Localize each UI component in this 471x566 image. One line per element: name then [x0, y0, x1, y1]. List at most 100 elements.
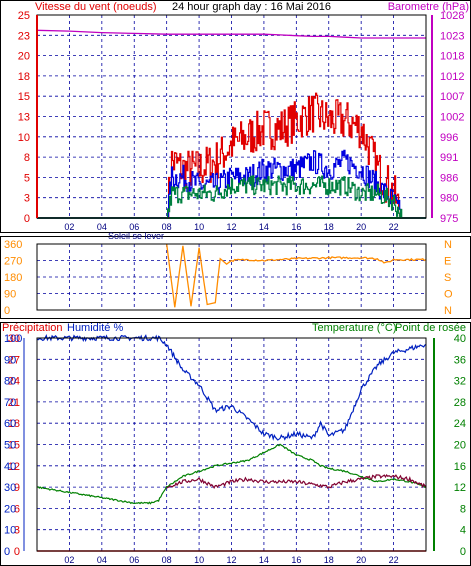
precipitation-tick-label: 3	[14, 525, 20, 537]
humidity-tick-label: 100	[4, 333, 22, 345]
weather-x-tick-label: 02	[64, 555, 74, 565]
wind-speed-tick-label: 20	[18, 51, 30, 63]
temperature-tick-label: 32	[454, 376, 466, 388]
barometer-tick-label: 1002	[440, 112, 464, 124]
precipitation-tick-label: 6	[14, 503, 20, 515]
barometer-tick-label: 1018	[440, 51, 464, 63]
precipitation-tick-label: 21	[8, 397, 20, 409]
dewpoint-label: Point de rosée	[395, 322, 466, 334]
direction-tick-label: 360	[4, 239, 22, 251]
temperature-tick-label: 12	[454, 482, 466, 494]
precipitation-tick-label: 30	[8, 333, 20, 345]
temperature-tick-label: 8	[460, 503, 466, 515]
wind-x-tick-label: 04	[97, 222, 107, 232]
wind-speed-tick-label: 3	[24, 193, 30, 205]
barometer-line	[36, 29, 426, 39]
temperature-line	[36, 443, 427, 505]
wind-speed-tick-label: 23	[18, 30, 30, 42]
wind-speed-tick-label: 8	[24, 152, 30, 164]
wind-x-tick-label: 22	[389, 222, 399, 232]
weather-x-tick-label: 08	[162, 555, 172, 565]
direction-compass-letter: O	[444, 289, 453, 301]
weather-x-tick-label: 20	[356, 555, 366, 565]
direction-compass-letter: N	[444, 239, 452, 251]
weather-x-tick-label: 06	[129, 555, 139, 565]
direction-tick-label: 270	[4, 256, 22, 268]
humidity-tick-label: 20	[4, 503, 16, 515]
wind-speed-tick-label: 10	[18, 132, 30, 144]
temperature-tick-label: 4	[460, 525, 466, 537]
weather-x-tick-label: 16	[291, 555, 301, 565]
direction-gridlines	[37, 243, 426, 311]
barometer-tick-label: 980	[440, 193, 458, 205]
wind-x-tick-label: 06	[129, 222, 139, 232]
temperature-label: Temperature (°C)	[312, 322, 396, 334]
weather-gridlines	[37, 337, 426, 552]
direction-plot-area	[36, 243, 427, 311]
sunrise-label-top: Soleil se lever	[108, 231, 164, 241]
humidity-tick-label: 60	[4, 418, 16, 430]
temperature-tick-label: 16	[454, 461, 466, 473]
barometer-tick-label: 975	[440, 213, 458, 225]
direction-compass-letter: E	[444, 256, 451, 268]
temperature-tick-label: 0	[460, 546, 466, 558]
weather-x-tick-label: 10	[194, 555, 204, 565]
barometer-tick-label: 996	[440, 132, 458, 144]
direction-tick-label: 0	[4, 305, 10, 317]
direction-series	[166, 243, 427, 308]
precipitation-tick-label: 27	[8, 354, 20, 366]
wind-x-tick-label: 12	[226, 222, 236, 232]
barometer-axis-label: Barometre (hPa)	[388, 1, 469, 13]
wind-x-tick-label: 20	[356, 222, 366, 232]
wind-speed-tick-label: 15	[18, 91, 30, 103]
precipitation-tick-label: 18	[8, 418, 20, 430]
humidity-tick-label: 90	[4, 354, 16, 366]
wind-speed-tick-label: 18	[18, 71, 30, 83]
barometer-tick-label: 986	[440, 172, 458, 184]
wind-x-tick-label: 14	[259, 222, 269, 232]
direction-compass-letter: S	[444, 272, 451, 284]
wind-x-tick-label: 02	[64, 222, 74, 232]
temperature-tick-label: 24	[454, 418, 466, 430]
direction-tick-label: 180	[4, 272, 22, 284]
direction-tick-label: 90	[4, 289, 16, 301]
wind-x-tick-label: 08	[162, 222, 172, 232]
wind-direction-line	[166, 243, 427, 308]
barometer-tick-label: 991	[440, 152, 458, 164]
temperature-tick-label: 20	[454, 440, 466, 452]
panel-direction-frame	[0, 236, 471, 319]
wind-speed-axis-label: Vitesse du vent (noeuds)	[35, 1, 156, 13]
humidity-tick-label: 50	[4, 440, 16, 452]
precipitation-label: Précipitation	[2, 322, 63, 334]
precipitation-tick-label: 0	[14, 546, 20, 558]
barometer-tick-label: 1012	[440, 71, 464, 83]
graph-title: 24 hour graph day : 16 Mai 2016	[172, 1, 331, 13]
wind-speed-tick-label: 13	[18, 112, 30, 124]
weather-plot-area	[36, 337, 427, 552]
direction-compass-letter: N	[444, 305, 452, 317]
wind-x-tick-label: 16	[291, 222, 301, 232]
barometer-tick-label: 1023	[440, 30, 464, 42]
precipitation-tick-label: 12	[8, 461, 20, 473]
temperature-tick-label: 36	[454, 354, 466, 366]
humidity-label: Humidité %	[67, 322, 123, 334]
temperature-tick-label: 40	[454, 333, 466, 345]
wind-speed-tick-label: 5	[24, 172, 30, 184]
weather-x-tick-label: 18	[324, 555, 334, 565]
barometer-tick-label: 1028	[440, 10, 464, 22]
humidity-tick-label: 70	[4, 397, 16, 409]
humidity-tick-label: 10	[4, 525, 16, 537]
temperature-tick-label: 28	[454, 397, 466, 409]
weather-x-tick-label: 12	[226, 555, 236, 565]
weather-x-tick-label: 22	[389, 555, 399, 565]
humidity-tick-label: 0	[4, 546, 10, 558]
weather-x-tick-label: 14	[259, 555, 269, 565]
humidity-line	[36, 333, 427, 441]
axes: 0358101315182023259759809869919961002100…	[4, 10, 466, 565]
wind-x-tick-label: 10	[194, 222, 204, 232]
humidity-tick-label: 30	[4, 482, 16, 494]
humidity-tick-label: 80	[4, 376, 16, 388]
wind-speed-tick-label: 0	[24, 213, 30, 225]
